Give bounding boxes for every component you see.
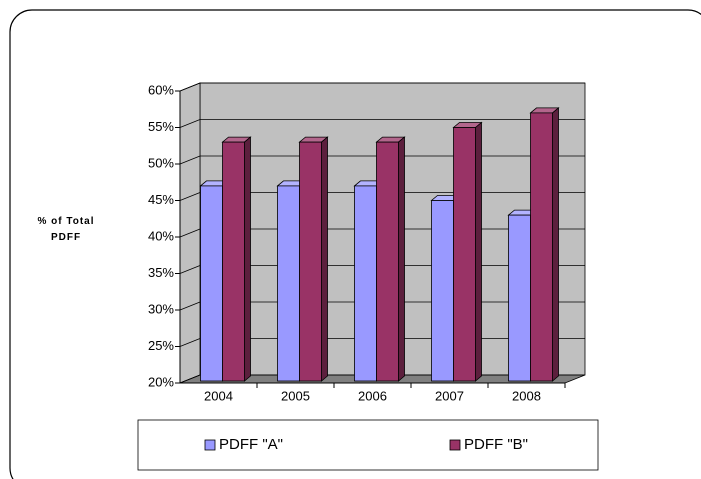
x-tick-label: 2008 (512, 388, 541, 403)
y-tick-label: 55% (148, 119, 174, 134)
y-tick-label: 25% (148, 338, 174, 353)
x-tick-label: 2007 (435, 388, 464, 403)
grid-line-side (179, 338, 201, 347)
y-tick-label: 20% (148, 374, 174, 389)
bar (453, 127, 476, 382)
bar (277, 185, 300, 382)
bar-side (552, 107, 559, 382)
y-tick-label: 40% (148, 228, 174, 243)
x-tick-label: 2005 (281, 388, 310, 403)
legend-label: PDFF "B" (464, 436, 528, 453)
x-tick-label: 2004 (204, 388, 233, 403)
grid-line-side (179, 192, 201, 201)
y-tick-label: 50% (148, 155, 174, 170)
legend-box (137, 419, 599, 471)
y-tick-label: 30% (148, 301, 174, 316)
legend-swatch (204, 439, 216, 451)
grid-line-side (179, 119, 201, 128)
y-tick-label: 45% (148, 192, 174, 207)
bar-side (244, 136, 251, 382)
bar-side (475, 121, 482, 382)
grid-line-side (179, 374, 201, 384)
y-axis-title: % of Total PDFF (37, 216, 95, 243)
bar (354, 185, 377, 382)
y-tick-label: 60% (148, 82, 174, 97)
y-tick-label: 35% (148, 265, 174, 280)
bar (222, 141, 245, 382)
bar (299, 141, 322, 382)
bar-side (398, 136, 405, 382)
bar (376, 141, 399, 382)
grid-line-side (179, 155, 201, 165)
grid-line-side (179, 82, 201, 92)
bar (530, 112, 553, 382)
bar (431, 200, 454, 382)
legend-swatch (449, 439, 461, 451)
bar (200, 185, 223, 382)
x-tick-label: 2006 (358, 388, 387, 403)
legend-label: PDFF "A" (219, 436, 283, 453)
grid-line-side (179, 228, 201, 238)
grid-line-side (179, 301, 201, 311)
bar-side (321, 136, 328, 382)
bar (508, 214, 531, 382)
grid-line-side (179, 265, 201, 274)
